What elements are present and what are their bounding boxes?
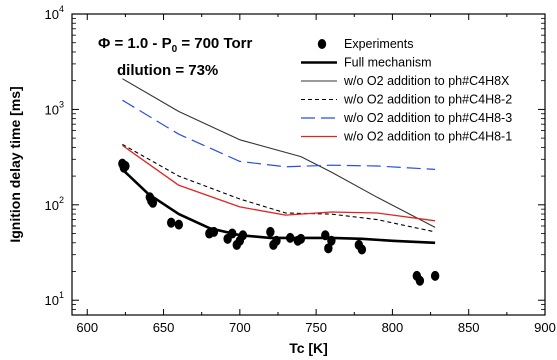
series-3-line xyxy=(122,143,436,233)
y-tick-exponent: 3 xyxy=(59,99,64,109)
y-tick-base: 10 xyxy=(45,102,59,117)
experiment-point xyxy=(272,235,281,246)
legend-label: w/o O2 addition to ph#C4H8-3 xyxy=(343,111,512,125)
plot-border xyxy=(71,13,546,316)
x-tick-label: 750 xyxy=(305,320,327,335)
experiment-point xyxy=(285,232,295,243)
experiment-point xyxy=(321,230,330,241)
y-tick-exponent: 1 xyxy=(59,290,64,300)
experiment-points xyxy=(118,158,440,286)
y-tick-base: 10 xyxy=(45,293,59,308)
y-tick-label: 104 xyxy=(45,4,64,22)
series-4-line xyxy=(122,99,436,170)
legend-label: w/o O2 addition to ph#C4H8X xyxy=(343,74,510,88)
x-tick-label: 900 xyxy=(534,320,556,335)
x-tick-label: 700 xyxy=(229,320,251,335)
y-tick-exponent: 4 xyxy=(59,4,64,14)
annotation-phi-text: Φ = 1.0 - P xyxy=(98,35,172,52)
annotation-pressure-text: = 700 Torr xyxy=(177,35,252,52)
experiment-point xyxy=(324,243,333,254)
series-1-line xyxy=(121,168,436,245)
y-tick-label: 101 xyxy=(45,290,64,308)
x-axis-title: Tc [K] xyxy=(289,340,328,356)
plot-frame xyxy=(71,13,546,316)
experiment-point xyxy=(327,235,336,246)
x-tick-label: 600 xyxy=(76,320,98,335)
legend: Experiments Full mechanism w/o O2 addition… xyxy=(301,37,512,144)
experiment-point xyxy=(238,230,248,241)
legend-marker-experiments xyxy=(317,39,327,49)
legend-label: w/o O2 addition to ph#C4H8-1 xyxy=(343,130,512,144)
experiment-point xyxy=(228,228,237,239)
experiment-point xyxy=(415,275,425,286)
series-2-line xyxy=(122,78,436,228)
experiment-point xyxy=(121,161,130,172)
y-tick-exponent: 2 xyxy=(59,195,64,205)
experiment-point xyxy=(296,233,306,244)
legend-label: Full mechanism xyxy=(344,56,432,70)
y-tick-label: 102 xyxy=(45,195,64,213)
experiment-point xyxy=(174,219,184,230)
x-axis-ticks: 600 650 700 750 800 850 900 xyxy=(76,14,556,335)
experiment-point xyxy=(430,270,440,281)
legend-label: Experiments xyxy=(344,37,413,51)
x-tick-label: 800 xyxy=(382,320,404,335)
conditions-annotation-line1: Φ = 1.0 - P0 = 700 Torr xyxy=(98,35,252,55)
legend-label: w/o O2 addition to ph#C4H8-2 xyxy=(343,93,512,107)
series-5-line xyxy=(122,144,436,222)
y-axis-title: Ignition delay time [ms] xyxy=(7,86,23,242)
experiment-point xyxy=(209,226,219,237)
annotation-pressure-subscript: 0 xyxy=(172,44,178,55)
y-tick-base: 10 xyxy=(45,198,59,213)
y-tick-label: 103 xyxy=(45,99,64,117)
y-tick-base: 10 xyxy=(45,7,59,22)
x-tick-label: 850 xyxy=(458,320,480,335)
series-lines xyxy=(121,78,436,245)
x-tick-label: 650 xyxy=(153,320,175,335)
experiment-point xyxy=(148,197,158,208)
experiment-point xyxy=(166,217,176,228)
experiment-point xyxy=(266,226,275,237)
conditions-annotation-line2: dilution = 73% xyxy=(117,62,218,79)
experiment-point xyxy=(357,244,367,255)
